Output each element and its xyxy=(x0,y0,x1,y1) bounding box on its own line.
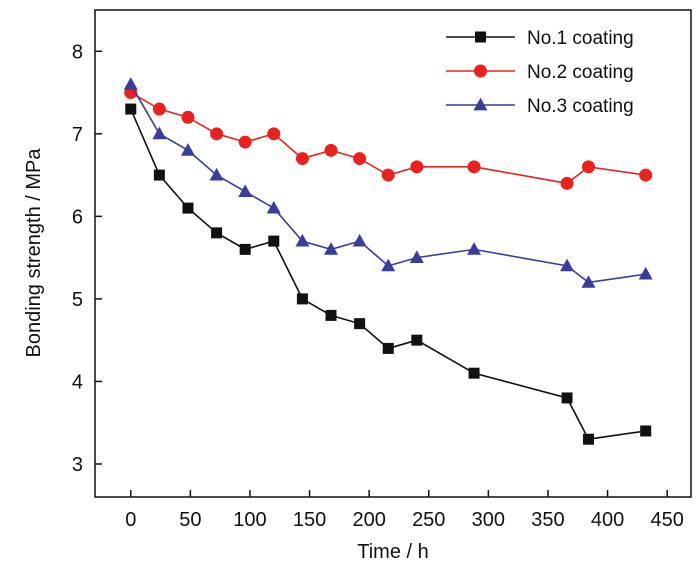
series-1-point xyxy=(239,243,251,255)
series-1-point xyxy=(582,433,594,445)
y-tick-label: 4 xyxy=(72,371,83,393)
series-3-point xyxy=(238,184,253,197)
series-3-point xyxy=(381,258,396,272)
series-3-point xyxy=(324,242,339,255)
x-tick-label: 100 xyxy=(233,509,266,531)
series-3-point xyxy=(152,126,167,140)
x-tick-label: 400 xyxy=(591,509,624,531)
legend-marker xyxy=(475,31,486,43)
y-tick-label: 7 xyxy=(72,124,83,146)
legend-marker xyxy=(473,97,488,111)
legend-label: No.1 coating xyxy=(527,28,634,49)
x-tick-label: 350 xyxy=(531,509,564,531)
y-tick-label: 8 xyxy=(72,41,83,63)
series-1-point xyxy=(382,342,394,354)
series-3-point xyxy=(467,242,482,255)
series-3-point xyxy=(266,200,281,214)
y-axis: 3 4 5 6 7 8 xyxy=(72,41,102,476)
x-tick-label: 300 xyxy=(472,509,505,531)
x-tick-label: 250 xyxy=(412,509,445,531)
series-1-point xyxy=(561,392,573,404)
series-3-point xyxy=(352,233,367,247)
series-1-point xyxy=(153,169,165,181)
series-1-point xyxy=(411,334,423,346)
series-1-point xyxy=(211,227,223,239)
series-1-point xyxy=(640,425,652,437)
series-1-point xyxy=(125,103,137,115)
series-2-point xyxy=(324,143,338,157)
series-2-point xyxy=(639,168,653,182)
y-tick-label: 3 xyxy=(72,454,83,476)
x-tick-label: 450 xyxy=(650,509,683,531)
series-2-point xyxy=(238,135,252,149)
legend: No.1 coating No.2 coating No.3 coating xyxy=(446,28,634,117)
series-3-point xyxy=(209,167,224,181)
y-tick-label: 6 xyxy=(72,206,83,228)
plot-frame xyxy=(94,9,692,498)
series-2-point xyxy=(181,110,195,124)
y-tick-label: 5 xyxy=(72,289,83,311)
x-tick-label: 200 xyxy=(352,509,385,531)
y-axis-title: Bonding strength / MPa xyxy=(23,148,45,358)
x-tick-label: 50 xyxy=(179,509,201,531)
series-1-point xyxy=(182,202,194,214)
series-3-point xyxy=(560,258,575,272)
series-1-point xyxy=(296,293,308,305)
series-2-point xyxy=(560,176,574,190)
series-layer xyxy=(123,77,653,445)
x-tick-label: 0 xyxy=(125,509,136,531)
legend-item: No.2 coating xyxy=(446,62,634,83)
series-3-point xyxy=(581,275,596,288)
series-3-point xyxy=(295,233,310,247)
series-1-point xyxy=(354,318,366,330)
legend-marker xyxy=(474,64,487,78)
series-2-point xyxy=(210,127,224,141)
series-3-point xyxy=(638,266,653,280)
legend-item: No.1 coating xyxy=(446,28,634,49)
series-2-point xyxy=(581,160,595,174)
series-2-point xyxy=(381,168,395,182)
x-axis-title: Time / h xyxy=(357,541,429,563)
legend-label: No.2 coating xyxy=(527,62,634,83)
series-2-point xyxy=(353,152,367,166)
x-axis: 0 50 100 150 200 250 300 350 400 450 xyxy=(125,490,684,531)
legend-item: No.3 coating xyxy=(446,96,634,117)
series-2-point xyxy=(410,160,424,174)
series-3 xyxy=(123,77,653,288)
series-3-point xyxy=(123,77,138,90)
series-1 xyxy=(125,103,652,445)
series-2-point xyxy=(467,160,481,174)
series-3-point xyxy=(180,143,195,156)
series-1-point xyxy=(268,235,280,247)
series-1-point xyxy=(468,367,480,379)
series-2-point xyxy=(152,102,166,116)
series-2-point xyxy=(267,127,281,141)
series-2-point xyxy=(295,152,309,166)
legend-label: No.3 coating xyxy=(527,96,634,117)
series-3-point xyxy=(409,250,424,264)
series-1-point xyxy=(325,309,337,321)
x-tick-label: 150 xyxy=(293,509,326,531)
series-1-line xyxy=(130,108,646,441)
